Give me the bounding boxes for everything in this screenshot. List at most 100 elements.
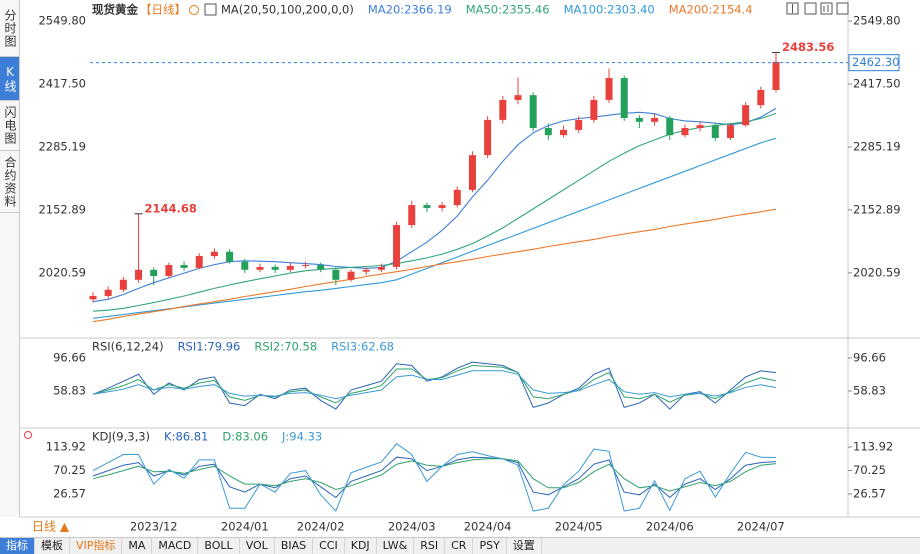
ma-line (92, 208, 777, 323)
y-tick-label: 26.57 (853, 486, 886, 500)
indicator-line (92, 456, 777, 499)
candle-body (438, 205, 446, 208)
toolbar-item[interactable]: VOL (240, 538, 275, 554)
toolbar-item[interactable]: 设置 (507, 538, 542, 554)
y-tick-label: 70.25 (853, 463, 886, 477)
legend-entry: K:86.81 (164, 430, 208, 444)
x-tick-label: 2024/04 (464, 520, 512, 534)
candle-body (165, 265, 173, 276)
chart-title: 现货黄金 (92, 3, 138, 17)
toolbar-item[interactable]: BIAS (275, 538, 314, 554)
candle-body (651, 118, 659, 122)
toolbar-item[interactable]: BOLL (198, 538, 240, 554)
toolbar-item[interactable]: MA (122, 538, 153, 554)
icon-settings[interactable] (204, 3, 217, 16)
toolbar-item[interactable]: CCI (313, 538, 345, 554)
indicator-line (92, 458, 777, 492)
toolbar-item[interactable]: KDJ (345, 538, 377, 554)
x-tick-label: 2024/06 (646, 520, 694, 534)
candle-body (150, 269, 158, 276)
candle-body (286, 265, 294, 270)
last-price-box (848, 54, 900, 72)
icon-add[interactable] (189, 5, 199, 15)
candle-body (362, 269, 370, 272)
y-tick-label: 113.92 (853, 439, 893, 453)
candle-body (226, 251, 234, 262)
sidebar-tab-active[interactable]: K线图 (0, 57, 19, 101)
indicator-line (92, 361, 777, 410)
candle-body (696, 125, 704, 129)
toolbar-item[interactable]: RSI (414, 538, 446, 554)
candle-body (726, 125, 734, 138)
sidebar-tab[interactable]: 闪电图 (0, 101, 19, 151)
candle-body (180, 265, 188, 268)
x-tick-label: 2024/01 (221, 520, 269, 534)
candle-body (711, 125, 719, 138)
x-tick-label: 2024/02 (297, 520, 345, 534)
period-button[interactable]: 日线 ▲ (32, 520, 70, 534)
ma-line (92, 137, 777, 319)
legend-entry: J:94.33 (281, 430, 322, 444)
legend-entry: MA100:2303.40 (564, 3, 655, 17)
candle-body (377, 266, 385, 270)
candle-body (560, 129, 568, 136)
icon-expand[interactable] (836, 2, 849, 15)
x-tick-label: 2024/05 (555, 520, 603, 534)
y-tick-label: 58.83 (853, 383, 886, 397)
y-tick-label: 113.92 (46, 439, 86, 453)
sidebar-tab[interactable]: 分时图 (0, 0, 19, 57)
candle-body (119, 279, 127, 290)
y-tick-label: 2285.19 (38, 139, 86, 153)
candle-body (301, 265, 309, 267)
toolbar-icons[interactable] (786, 2, 849, 15)
toolbar-item[interactable]: PSY (473, 538, 507, 554)
legend-entry: MA20:2366.19 (368, 3, 452, 17)
candle-body (210, 251, 218, 257)
legend-entry: MA200:2154.4 (669, 3, 753, 17)
icon-kdj[interactable] (24, 431, 32, 439)
candle-body (317, 265, 325, 270)
y-tick-label: 96.66 (53, 350, 86, 364)
candle-body (742, 105, 750, 126)
toolbar-item[interactable]: VIP指标 (70, 538, 123, 554)
y-tick-label: 2549.80 (38, 14, 86, 28)
toolbar-item[interactable]: CR (445, 538, 474, 554)
candle-body (499, 99, 507, 120)
pane-title: RSI(6,12,24) (92, 340, 164, 354)
toolbar-item[interactable]: LW& (377, 538, 415, 554)
y-tick-label: 70.25 (53, 463, 86, 477)
candle-body (468, 155, 476, 190)
ma-line (92, 112, 777, 312)
legend-entry: MA50:2355.46 (466, 3, 550, 17)
candle-body (575, 119, 583, 130)
candle-body (757, 89, 765, 106)
candle-body (271, 266, 279, 270)
icon-bars[interactable] (820, 2, 833, 15)
y-tick-label: 2549.80 (853, 14, 901, 28)
y-tick-label: 2152.89 (38, 202, 86, 216)
legend-icons[interactable] (24, 3, 217, 439)
legend-entry: D:83.06 (222, 430, 268, 444)
icon-zoom[interactable] (804, 2, 817, 15)
x-tick-label: 2024/07 (737, 520, 785, 534)
toolbar-item[interactable]: 模板 (35, 538, 70, 554)
legend-entry: RSI3:62.68 (331, 340, 394, 354)
candle-body (104, 289, 112, 296)
candle-body (666, 118, 674, 136)
sidebar-tab[interactable]: 合约资料 (0, 151, 19, 213)
toolbar-item[interactable]: 指标 (0, 538, 35, 554)
legend-entry: RSI1:79.96 (178, 340, 241, 354)
indicator-line (92, 443, 777, 512)
candle-body (241, 261, 249, 270)
y-tick-label: 2285.19 (853, 139, 901, 153)
y-tick-label: 2417.50 (853, 76, 901, 90)
candle-body (635, 118, 643, 122)
candle-body (408, 205, 416, 226)
y-tick-label: 96.66 (853, 350, 886, 364)
chart-subtitle: 【日线】 (140, 3, 186, 17)
toolbar-item[interactable]: MACD (152, 538, 199, 554)
icon-crosshair[interactable] (786, 2, 799, 15)
y-tick-label: 2152.89 (853, 202, 901, 216)
